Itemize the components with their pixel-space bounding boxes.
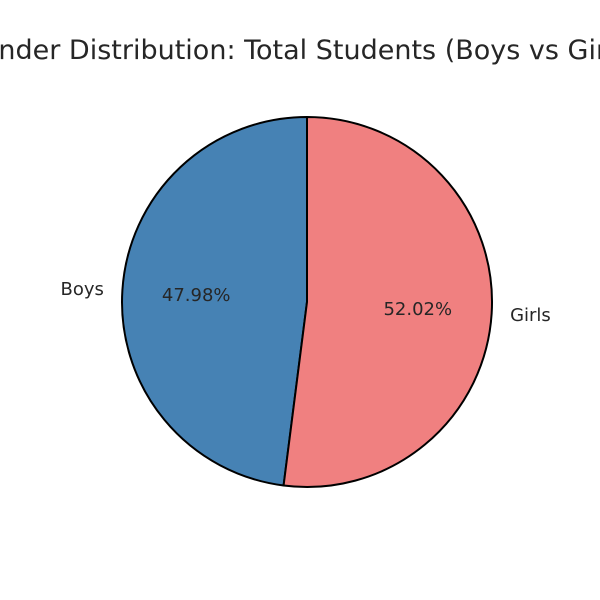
pct-label-boys: 47.98% [162, 285, 231, 306]
pie-labels: Boys 47.98% Girls 52.02% [61, 279, 551, 326]
pct-label-girls: 52.02% [383, 299, 452, 320]
pie-slices [121, 116, 494, 488]
chart-title: Gender Distribution: Total Students (Boy… [0, 35, 600, 66]
pie-slice-boys [121, 116, 308, 487]
slice-label-girls: Girls [510, 305, 551, 326]
slice-label-boys: Boys [61, 279, 104, 300]
pie-slice-girls [282, 116, 494, 488]
